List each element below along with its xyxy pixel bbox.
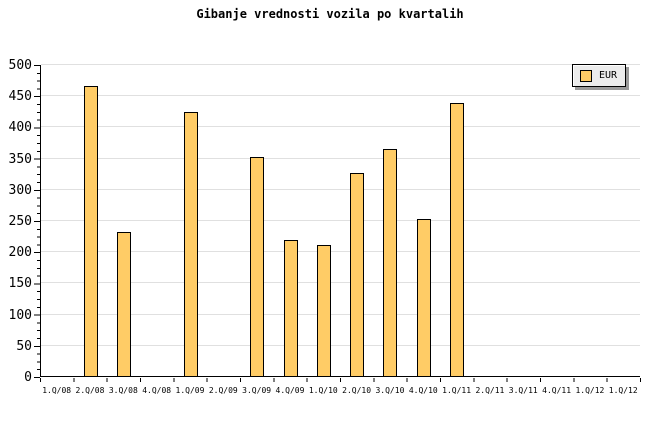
bar-4.Q/09 [283, 239, 298, 376]
bar-slot-2.Q/10 [341, 65, 374, 376]
gridline-350 [41, 157, 640, 159]
bar-slot-2.Q/08 [74, 65, 107, 376]
bar-slot-3.Q/09 [241, 65, 274, 376]
y-tick-label: 500 [8, 58, 32, 73]
x-tick-label: 2.Q/10 [342, 386, 372, 395]
bar-slot-4.Q/11 [540, 65, 573, 376]
bar-slot-3.Q/11 [507, 65, 540, 376]
x-tick-label: 3.Q/11 [508, 386, 538, 395]
x-tick-label: 3.Q/09 [242, 386, 272, 395]
bar-slot-3.Q/08 [108, 65, 141, 376]
bar-2.Q/08 [83, 85, 98, 376]
bar-2.Q/10 [350, 173, 365, 376]
plot-area [40, 64, 640, 377]
bar-slot-1.Q/09 [174, 65, 207, 376]
bar-series [41, 65, 640, 376]
x-axis-labels: 1.Q/08 2.Q/08 3.Q/08 4.Q/08 1.Q/09 2.Q/09 3.Q/… [40, 386, 640, 396]
x-axis-ticks [40, 378, 641, 382]
y-tick-label: 50 [16, 338, 32, 354]
bar-slot-4.Q/10 [407, 65, 440, 376]
y-tick-label: 450 [8, 89, 32, 105]
y-tick-label: 250 [8, 214, 32, 229]
bar-3.Q/09 [250, 156, 265, 376]
legend-eur[interactable]: EUR [572, 64, 627, 87]
bar-slot-1.Q/12 [574, 65, 607, 376]
x-tick-label: 3.Q/10 [375, 386, 405, 395]
y-tick-label: 200 [8, 245, 32, 261]
y-tick-label: 0 [24, 370, 32, 385]
y-tick-label: 350 [8, 151, 32, 167]
bar-slot-2.Q/09 [207, 65, 240, 376]
gridline-500 [41, 64, 640, 65]
y-axis-labels: 0 50 100 150 200 250 300 350 400 450 500 [0, 59, 32, 384]
bar-1.Q/11 [450, 102, 465, 376]
gridline-450 [41, 95, 640, 97]
bar-slot-4.Q/08 [141, 65, 174, 376]
y-tick-label: 150 [8, 276, 32, 292]
chart-title: Gibanje vrednosti vozila po kvartalih [196, 7, 464, 21]
x-tick-label: 1.Q/11 [442, 386, 472, 395]
gridline-250 [41, 220, 640, 221]
x-tick-label: 1.Q/12 [575, 386, 605, 395]
bar-slot-1.Q/12 [607, 65, 640, 376]
x-tick-label: 4.Q/09 [275, 386, 305, 395]
x-tick-label: 4.Q/11 [542, 386, 572, 395]
x-tick-label: 4.Q/10 [408, 386, 438, 395]
bar-3.Q/08 [117, 232, 132, 376]
bar-1.Q/10 [316, 244, 331, 376]
bar-slot-1.Q/11 [440, 65, 473, 376]
bar-slot-2.Q/11 [474, 65, 507, 376]
legend-swatch-icon [580, 69, 592, 82]
x-tick-label: 1.Q/10 [308, 386, 338, 395]
gridline-400 [41, 126, 640, 128]
bar-slot-1.Q/10 [307, 65, 340, 376]
x-tick-label: 1.Q/08 [42, 386, 72, 395]
gridline-200 [41, 251, 640, 253]
y-tick-label: 400 [8, 120, 32, 136]
y-axis-minor-ticks [37, 65, 40, 378]
bar-1.Q/09 [183, 112, 198, 376]
x-tick-label: 1.Q/12 [608, 386, 638, 395]
x-tick-label: 4.Q/08 [142, 386, 172, 395]
x-tick-label: 1.Q/09 [175, 386, 205, 395]
x-tick-label: 2.Q/11 [475, 386, 505, 395]
y-tick-label: 100 [8, 307, 32, 323]
y-tick-label: 300 [8, 182, 32, 198]
bar-3.Q/10 [383, 148, 398, 376]
bar-slot-4.Q/09 [274, 65, 307, 376]
bar-4.Q/10 [416, 218, 431, 376]
legend-label: EUR [599, 69, 618, 81]
bar-slot-3.Q/10 [374, 65, 407, 376]
gridline-100 [41, 313, 640, 315]
x-tick-label: 3.Q/08 [108, 386, 138, 395]
x-tick-label: 2.Q/08 [75, 386, 105, 395]
bar-slot-1.Q/08 [41, 65, 74, 376]
gridline-300 [41, 188, 640, 190]
gridline-50 [41, 344, 640, 346]
x-tick-label: 2.Q/09 [208, 386, 238, 395]
gridline-150 [41, 282, 640, 284]
